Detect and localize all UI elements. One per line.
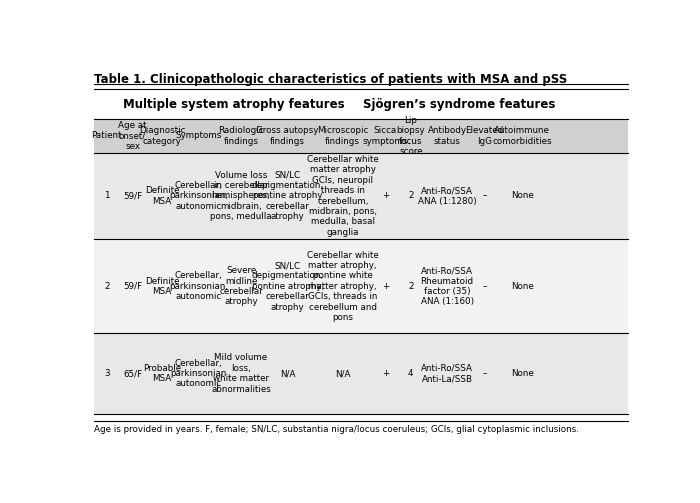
Text: SN/LC
depigmentation,
pontine atrophy,
cerebellar
atrophy: SN/LC depigmentation, pontine atrophy, c… <box>251 261 323 312</box>
Text: None: None <box>511 282 533 291</box>
Text: +: + <box>382 369 389 378</box>
Text: Cerebellar white
matter atrophy
GCIs, neuropil
threads in
cerebellum,
midbrain, : Cerebellar white matter atrophy GCIs, ne… <box>307 155 379 237</box>
Text: Cerebellar,
parkinsonian,
autonomic: Cerebellar, parkinsonian, autonomic <box>169 272 228 301</box>
Text: Multiple system atrophy features: Multiple system atrophy features <box>123 98 344 111</box>
Text: 2: 2 <box>408 192 414 200</box>
Text: SN/LC
depigmentation,
pontine atrophy
cerebellar
atrophy: SN/LC depigmentation, pontine atrophy ce… <box>252 171 323 221</box>
Text: +: + <box>382 282 389 291</box>
Text: Age is provided in years. F, female; SN/LC, substantia nigra/locus coeruleus; GC: Age is provided in years. F, female; SN/… <box>94 425 579 434</box>
Text: 3: 3 <box>104 369 110 378</box>
Text: Probable
MSA: Probable MSA <box>143 364 181 383</box>
Text: Volume loss
in cerebellar
hemispheres,
midbrain,
pons, medulla: Volume loss in cerebellar hemispheres, m… <box>210 171 272 221</box>
Bar <box>94 152 629 239</box>
Text: Sjögren’s syndrome features: Sjögren’s syndrome features <box>363 98 556 111</box>
Text: None: None <box>511 192 533 200</box>
Text: –: – <box>482 282 486 291</box>
Text: None: None <box>511 369 533 378</box>
Text: Cerebellar,
parkinsonian,
autonomic: Cerebellar, parkinsonian, autonomic <box>169 181 228 211</box>
Text: Definite
MSA: Definite MSA <box>145 277 179 296</box>
Text: Anti-Ro/SSA
Anti-La/SSB: Anti-Ro/SSA Anti-La/SSB <box>421 364 473 383</box>
Text: Sicca
symptoms: Sicca symptoms <box>363 126 408 145</box>
Text: N/A: N/A <box>335 369 351 378</box>
Text: Diagnostic
category: Diagnostic category <box>139 126 186 145</box>
Text: Cerebellar,
parkinsonian
autonomic: Cerebellar, parkinsonian autonomic <box>171 359 227 388</box>
Text: Cerebellar white
matter atrophy,
pontine white
matter atrophy,
GCIs, threads in
: Cerebellar white matter atrophy, pontine… <box>307 250 379 322</box>
Text: Gross autopsy
findings: Gross autopsy findings <box>256 126 319 145</box>
Text: Elevated
IgG: Elevated IgG <box>466 126 503 145</box>
Text: 2: 2 <box>408 282 414 291</box>
Text: Lip
biopsy
focus
score: Lip biopsy focus score <box>396 116 425 156</box>
Text: Anti-Ro/SSA
ANA (1:1280): Anti-Ro/SSA ANA (1:1280) <box>418 186 477 206</box>
Text: Definite
MSA: Definite MSA <box>145 186 179 206</box>
Text: Patient: Patient <box>92 131 122 140</box>
Text: 2: 2 <box>104 282 109 291</box>
Text: Symptoms: Symptoms <box>176 131 222 140</box>
Text: 59/F: 59/F <box>123 282 142 291</box>
Text: 65/F: 65/F <box>123 369 142 378</box>
Bar <box>94 239 629 333</box>
Text: Anti-Ro/SSA
Rheumatoid
factor (35)
ANA (1:160): Anti-Ro/SSA Rheumatoid factor (35) ANA (… <box>421 266 474 306</box>
Text: 4: 4 <box>408 369 414 378</box>
Text: N/A: N/A <box>280 369 295 378</box>
Text: 1: 1 <box>104 192 109 200</box>
Text: –: – <box>482 192 486 200</box>
Text: Microscopic
findings: Microscopic findings <box>317 126 368 145</box>
Text: 59/F: 59/F <box>123 192 142 200</box>
Text: Mild volume
loss,
white matter
abnormalities: Mild volume loss, white matter abnormali… <box>211 354 271 394</box>
Text: Age at
onset/
sex: Age at onset/ sex <box>118 121 147 151</box>
Bar <box>94 119 629 152</box>
Text: Antibody
status: Antibody status <box>428 126 467 145</box>
Text: Radiologic
findings: Radiologic findings <box>218 126 264 145</box>
Text: Autoimmune
comorbidities: Autoimmune comorbidities <box>492 126 552 145</box>
Text: +: + <box>382 192 389 200</box>
Text: Table 1. Clinicopathologic characteristics of patients with MSA and pSS: Table 1. Clinicopathologic characteristi… <box>94 73 567 86</box>
Text: –: – <box>482 369 486 378</box>
Text: Severe
midline
cerebellar
atrophy: Severe midline cerebellar atrophy <box>219 266 263 306</box>
Bar <box>94 333 629 413</box>
